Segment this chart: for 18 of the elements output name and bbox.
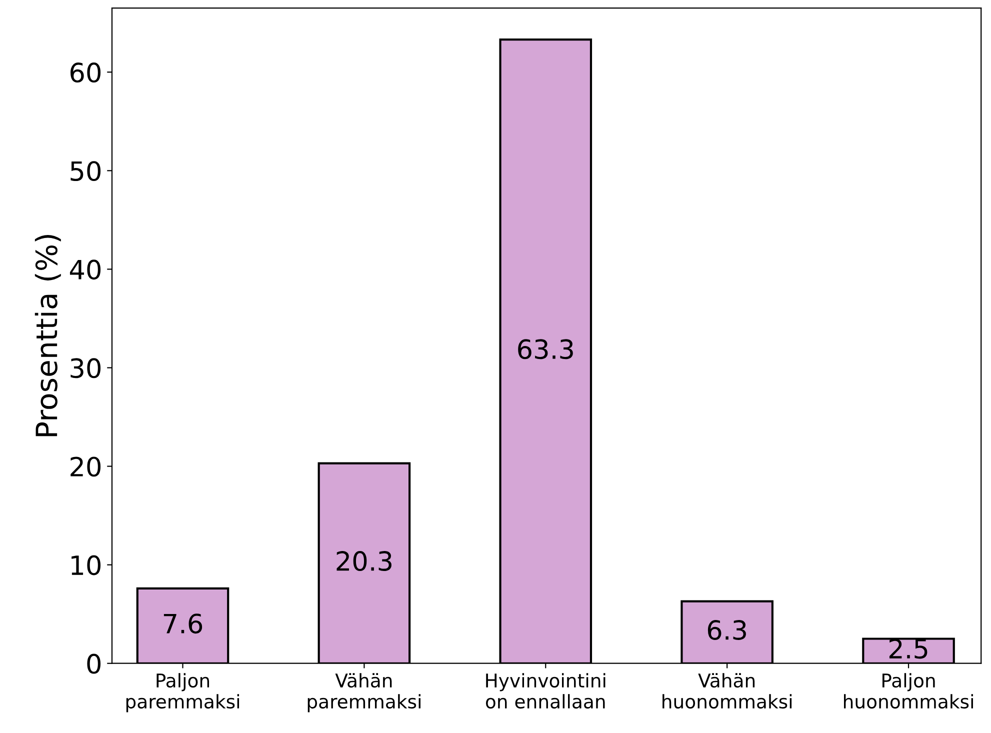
x-tick-label: Vähän paremmaksi [308,673,420,712]
x-tick-label: Paljon paremmaksi [126,673,240,712]
y-axis-title: Prosenttia (%) [34,234,61,436]
x-tick-label: Hyvinvointini on ennallaan [486,673,606,709]
data-label: 20.3 [336,551,392,571]
y-tick-label: 60 [70,62,101,83]
data-label: 63.3 [518,339,573,360]
y-tick-label: 50 [70,161,101,182]
data-label: 2.5 [889,638,928,659]
y-tick-label: 10 [72,555,101,576]
y-tick-label: 40 [70,260,101,280]
x-tick-label: Vähän huonommaksi [662,673,792,709]
y-tick-label: 30 [70,358,101,378]
y-tick-label: 20 [70,456,101,477]
data-label: 6.3 [708,620,746,640]
y-tick-label: 0 [87,654,101,674]
x-tick-label: Paljon huonommaksi [844,673,973,709]
data-label: 7.6 [164,614,202,634]
